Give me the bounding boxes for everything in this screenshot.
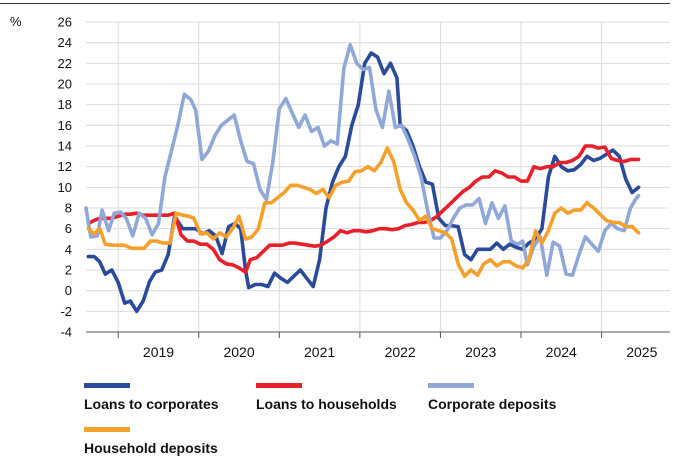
x-tick-label: 2024 bbox=[546, 344, 577, 360]
x-tick-label: 2025 bbox=[626, 344, 657, 360]
y-tick-label: 10 bbox=[58, 180, 72, 195]
y-tick-label: 2 bbox=[65, 263, 72, 278]
y-tick-label: 0 bbox=[65, 283, 72, 298]
series-line-loans-to-households bbox=[86, 144, 641, 274]
y-tick-label: 22 bbox=[58, 56, 72, 71]
series-line-household-deposits bbox=[86, 146, 641, 278]
y-tick-label: 4 bbox=[65, 242, 72, 257]
x-tick-label: 2020 bbox=[223, 344, 254, 360]
x-tick-label: 2019 bbox=[143, 344, 174, 360]
y-tick-label: 14 bbox=[58, 139, 72, 154]
y-tick-label: -2 bbox=[60, 304, 72, 319]
x-tick-label: 2023 bbox=[465, 344, 496, 360]
y-tick-label: -4 bbox=[60, 325, 72, 340]
grid-lines bbox=[86, 21, 670, 333]
x-tick-labels: 2019 2020 2021 2022 2023 2024 2025 bbox=[117, 332, 658, 360]
y-tick-label: 8 bbox=[65, 201, 72, 216]
x-tick-label: 2021 bbox=[304, 344, 335, 360]
y-tick-label: 18 bbox=[58, 97, 72, 112]
series-lines bbox=[84, 42, 641, 314]
y-tick-label: 20 bbox=[58, 77, 72, 92]
y-tick-label: 16 bbox=[58, 118, 72, 133]
series-line-corporate-deposits bbox=[84, 42, 641, 277]
y-tick-label: 26 bbox=[58, 15, 72, 30]
series-line-loans-to-corporates bbox=[86, 51, 641, 314]
y-tick-label: 12 bbox=[58, 159, 72, 174]
y-tick-label: 6 bbox=[65, 221, 72, 236]
x-tick-label: 2022 bbox=[385, 344, 416, 360]
y-axis-label: % bbox=[10, 14, 22, 29]
y-tick-label: 24 bbox=[58, 35, 72, 50]
